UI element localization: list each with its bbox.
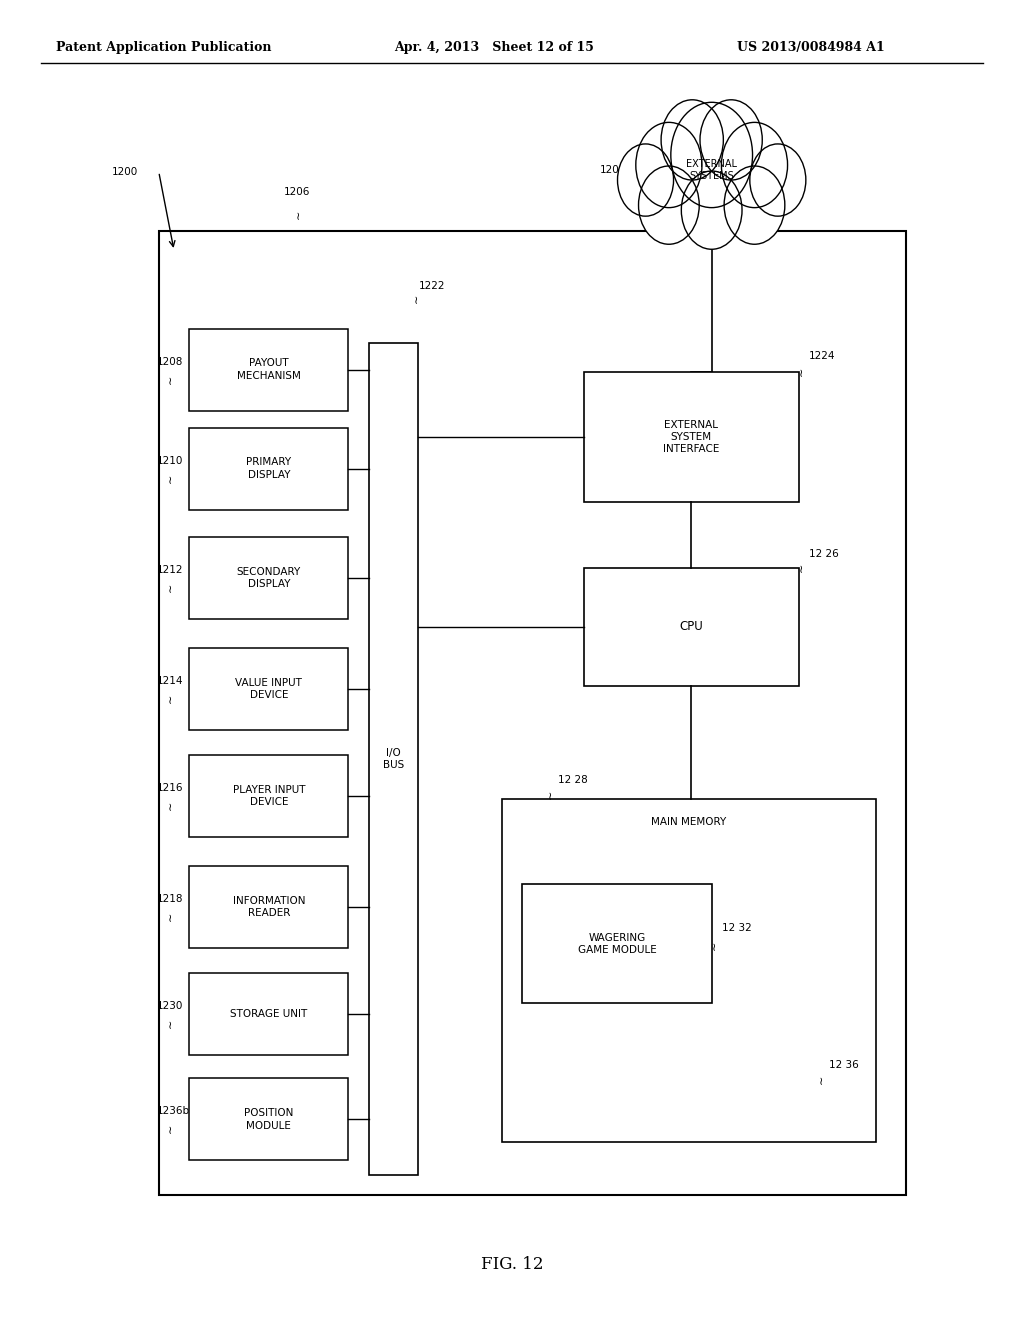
Text: 1236b: 1236b	[157, 1106, 189, 1117]
Text: ∼: ∼	[166, 693, 176, 704]
Bar	[189, 973, 348, 1055]
Text: 1216: 1216	[157, 783, 183, 793]
Text: 12 36: 12 36	[829, 1060, 859, 1071]
Text: US 2013/0084984 A1: US 2013/0084984 A1	[737, 41, 885, 54]
Text: FIG. 12: FIG. 12	[480, 1257, 544, 1272]
Text: WAGERING
GAME MODULE: WAGERING GAME MODULE	[578, 933, 656, 954]
Text: ∼: ∼	[166, 473, 176, 483]
Circle shape	[662, 100, 723, 180]
Text: ∼: ∼	[166, 1123, 176, 1134]
Text: MAIN MEMORY: MAIN MEMORY	[651, 817, 726, 828]
Circle shape	[721, 123, 787, 207]
Bar	[189, 755, 348, 837]
Text: ∼: ∼	[294, 210, 304, 219]
Text: STORAGE UNIT: STORAGE UNIT	[230, 1008, 307, 1019]
Text: Apr. 4, 2013   Sheet 12 of 15: Apr. 4, 2013 Sheet 12 of 15	[394, 41, 594, 54]
Text: 12 32: 12 32	[722, 923, 752, 933]
Bar	[522, 884, 712, 1003]
Text: ∼: ∼	[629, 173, 639, 182]
Text: EXTERNAL
SYSTEMS: EXTERNAL SYSTEMS	[686, 158, 737, 181]
Text: Patent Application Publication: Patent Application Publication	[56, 41, 271, 54]
Circle shape	[639, 166, 699, 244]
Bar	[502, 799, 876, 1142]
Text: ∼: ∼	[166, 800, 176, 810]
Bar	[159, 231, 906, 1195]
Text: 12 26: 12 26	[809, 549, 839, 560]
Text: 1208: 1208	[157, 356, 183, 367]
Text: ∼: ∼	[166, 911, 176, 921]
Text: ∼: ∼	[412, 293, 422, 304]
Text: ∼: ∼	[166, 1018, 176, 1028]
Text: 1218: 1218	[157, 894, 183, 904]
Bar	[584, 568, 799, 686]
Text: 1210: 1210	[157, 455, 183, 466]
Bar	[584, 372, 799, 502]
Circle shape	[700, 100, 762, 180]
Circle shape	[617, 144, 674, 216]
Text: EXTERNAL
SYSTEM
INTERFACE: EXTERNAL SYSTEM INTERFACE	[663, 420, 720, 454]
Text: 1222: 1222	[419, 281, 445, 292]
Text: ∼: ∼	[797, 562, 807, 573]
Circle shape	[671, 103, 753, 207]
Text: ∼: ∼	[816, 1074, 826, 1085]
Text: PLAYER INPUT
DEVICE: PLAYER INPUT DEVICE	[232, 785, 305, 807]
Circle shape	[681, 172, 742, 249]
Text: 1230: 1230	[157, 1001, 183, 1011]
Text: INFORMATION
READER: INFORMATION READER	[232, 896, 305, 917]
Text: SECONDARY
DISPLAY: SECONDARY DISPLAY	[237, 568, 301, 589]
Circle shape	[724, 166, 784, 244]
Text: ∼: ∼	[166, 582, 176, 593]
Text: 1206: 1206	[284, 186, 310, 197]
Text: I/O
BUS: I/O BUS	[383, 748, 403, 770]
Text: 1204: 1204	[600, 165, 626, 176]
Bar	[189, 537, 348, 619]
Text: 1200: 1200	[112, 166, 138, 177]
Text: CPU: CPU	[679, 620, 703, 634]
Bar	[189, 1078, 348, 1160]
Text: PAYOUT
MECHANISM: PAYOUT MECHANISM	[237, 359, 301, 380]
Circle shape	[636, 123, 702, 207]
Text: POSITION
MODULE: POSITION MODULE	[244, 1109, 294, 1130]
Bar	[369, 343, 418, 1175]
Bar	[189, 866, 348, 948]
Bar	[189, 329, 348, 411]
Text: VALUE INPUT
DEVICE: VALUE INPUT DEVICE	[236, 678, 302, 700]
Text: ∼: ∼	[166, 374, 176, 384]
Text: 1214: 1214	[157, 676, 183, 686]
Text: PRIMARY
DISPLAY: PRIMARY DISPLAY	[246, 458, 292, 479]
Text: 12 28: 12 28	[558, 775, 588, 785]
Text: ∼: ∼	[797, 366, 807, 376]
Text: 1212: 1212	[157, 565, 183, 576]
Text: 1224: 1224	[809, 351, 836, 362]
Circle shape	[750, 144, 806, 216]
Bar	[189, 428, 348, 510]
Text: ∼: ∼	[710, 940, 720, 950]
Bar	[189, 648, 348, 730]
Text: ∼: ∼	[546, 789, 556, 800]
